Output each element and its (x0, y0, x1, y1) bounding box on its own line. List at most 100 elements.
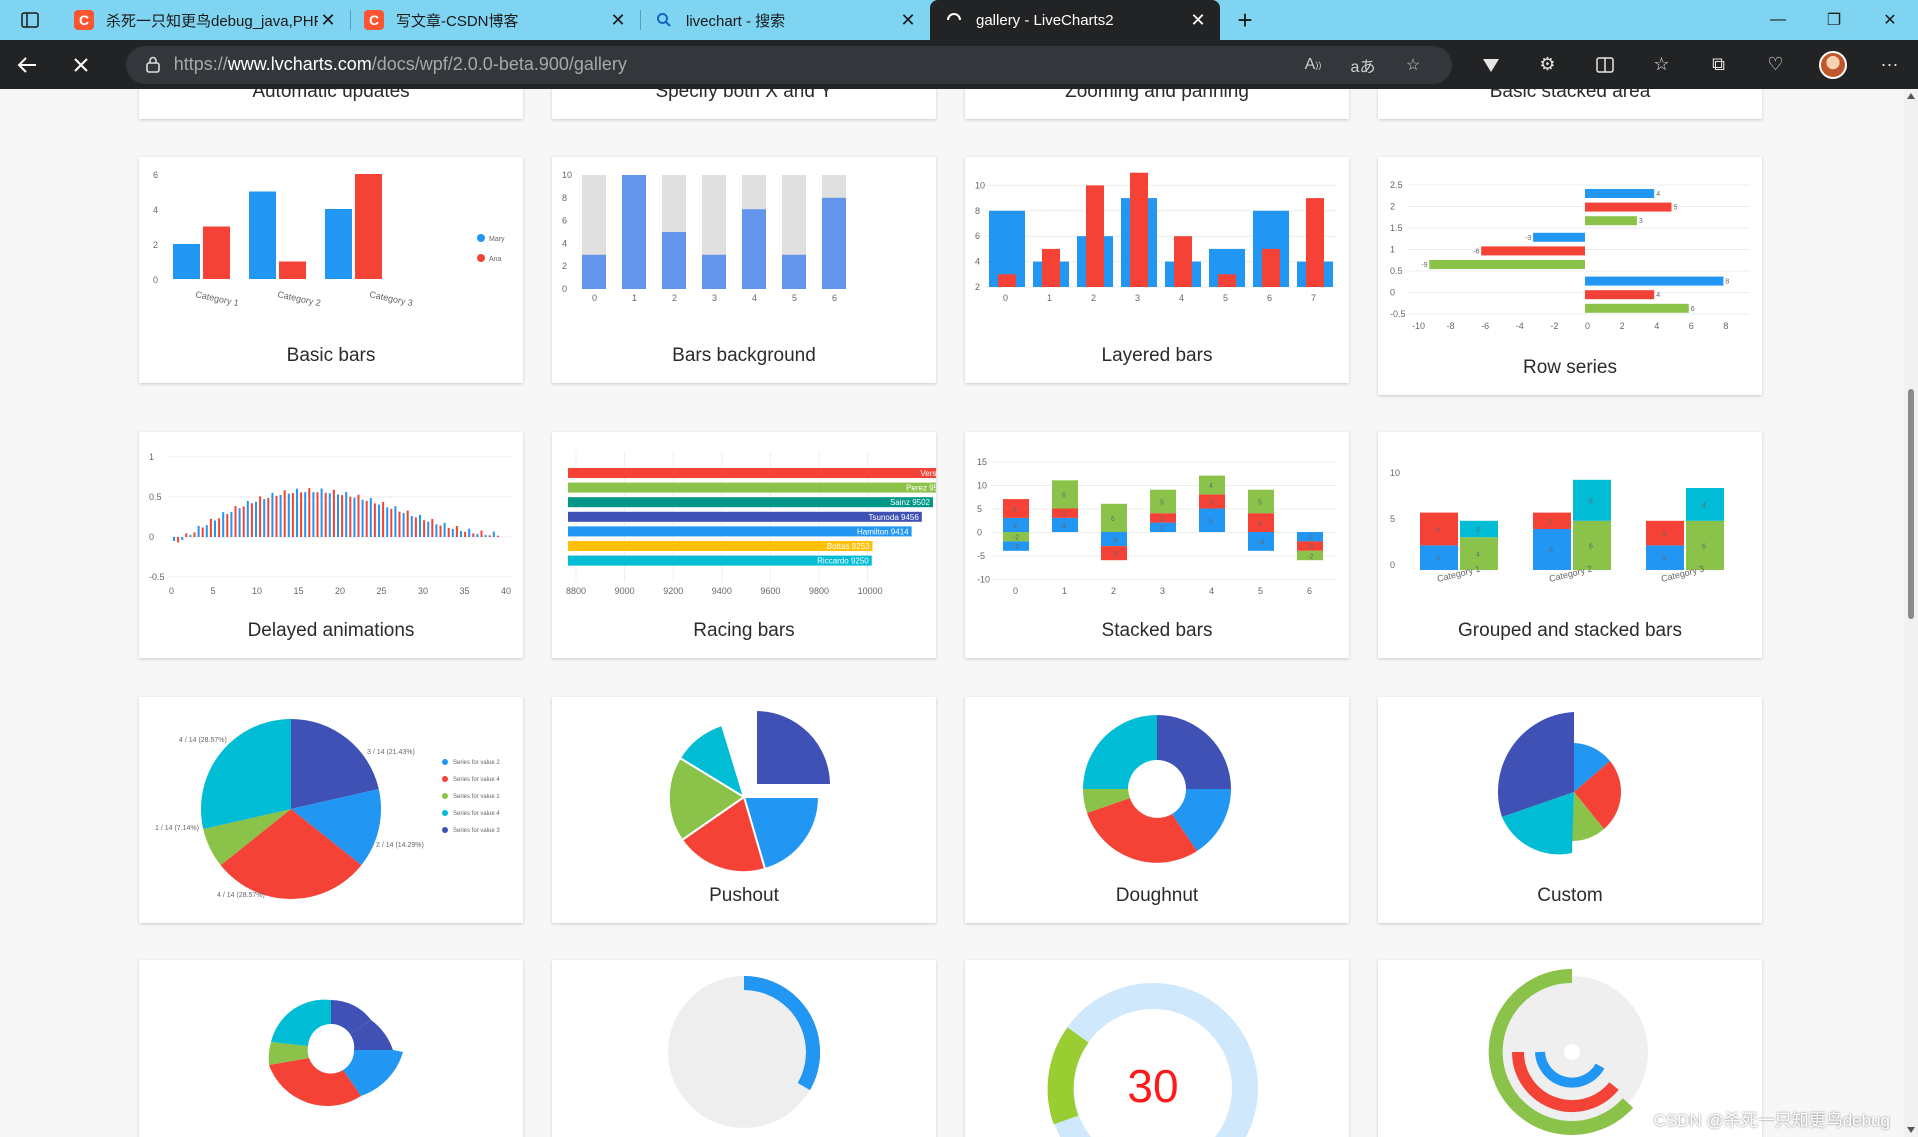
tick-label: 20 (335, 586, 345, 596)
tab-gallery[interactable]: gallery - LiveCharts2 ✕ (930, 0, 1220, 40)
extension-v-icon[interactable] (1462, 40, 1519, 89)
data-label: 3 (1013, 523, 1017, 530)
bar (353, 497, 356, 537)
bar-segment (1297, 541, 1323, 551)
bar (1130, 172, 1148, 287)
card-title: Row series (1523, 357, 1617, 378)
back-button[interactable] (0, 40, 54, 89)
gallery-card-gauge-arc[interactable] (552, 960, 936, 1137)
x-ticks: Category 1 Category 2 Category 3 (195, 289, 414, 308)
gallery-card-stacked-bars[interactable]: 15 10 5 0 -5 -10 -2 -2 3 4 0 3 2 6 1 -3 -3 6 2 2 2 5 3 5 3 4 4 -4 4… (965, 432, 1349, 658)
profile-button[interactable] (1804, 40, 1861, 89)
bar (414, 517, 417, 537)
gallery-card-custom[interactable]: Custom (1378, 697, 1762, 923)
stop-loading-button[interactable] (54, 40, 108, 89)
favorites-icon[interactable]: ☆ (1653, 54, 1670, 74)
gallery-card-delayed-animations[interactable]: 1 0.5 0 -0.5 0 5 10 15 20 25 30 35 40 Delayed animat… (139, 432, 523, 658)
gallery-card-pie-labels[interactable]: 4 / 14 (28.57%) 3 / 14 (21.43%) 1 / 14 (… (139, 697, 523, 923)
favorite-star-icon[interactable]: ☆ (1405, 56, 1421, 74)
gallery-card-racing-bars[interactable]: 8800 9000 9200 9400 9600 9800 10000 Verstapen … (552, 432, 936, 658)
bar (1585, 303, 1689, 313)
data-label: 6 (1111, 516, 1115, 523)
close-icon[interactable]: ✕ (1190, 10, 1206, 30)
minimize-button[interactable]: — (1770, 11, 1786, 28)
tab-search[interactable]: livechart - 搜索 ✕ (640, 0, 930, 40)
data-label: -6 (1473, 248, 1479, 255)
close-icon[interactable]: ✕ (900, 10, 916, 30)
tab-title: gallery - LiveCharts2 (976, 11, 1114, 29)
pie-slice (1574, 743, 1610, 792)
close-icon[interactable]: ✕ (610, 10, 626, 30)
bar (423, 520, 426, 537)
gallery-page: Automatic updates Specify both X and Y Z… (0, 89, 1904, 1137)
data-label: Sainz 9502 (890, 498, 931, 507)
collections-icon[interactable]: ⧉ (1712, 54, 1725, 74)
tick-label: -6 (1481, 321, 1489, 331)
gallery-card-layered-bars[interactable]: 2 4 6 8 10 0 1 2 3 4 5 6 7 Layered bars (965, 157, 1349, 383)
more-menu-icon[interactable]: ··· (1880, 54, 1899, 74)
gallery-card-radial-bars[interactable] (1378, 960, 1762, 1137)
bar (1306, 198, 1324, 287)
tab-csdn-write[interactable]: C 写文章-CSDN博客 ✕ (350, 0, 640, 40)
tick-label: 1 (632, 293, 637, 303)
gallery-card[interactable]: Basic stacked area (1378, 89, 1762, 119)
tick-label: 0 (149, 532, 154, 542)
data-label: 4 (1476, 552, 1480, 559)
bar (283, 490, 286, 537)
scroll-down-icon[interactable] (1907, 1127, 1915, 1133)
vertical-scrollbar[interactable] (1904, 89, 1918, 1137)
gallery-card-bars-background[interactable]: 0 2 4 6 8 10 0 1 2 3 4 5 6 Bars background (552, 157, 936, 383)
tick-label: 4 (1654, 321, 1659, 331)
close-window-button[interactable]: ✕ (1883, 12, 1897, 29)
new-tab-button[interactable]: + (1220, 0, 1270, 40)
bar (782, 254, 806, 289)
data-label: 3 (1662, 531, 1666, 538)
scrollbar-thumb[interactable] (1908, 389, 1914, 619)
tick-label: 0 (592, 293, 597, 303)
gallery-card-nested-doughnut[interactable] (139, 960, 523, 1137)
loading-icon (944, 10, 964, 30)
read-aloud-icon[interactable]: A)) (1304, 55, 1322, 73)
gallery-card-doughnut[interactable]: Doughnut (965, 697, 1349, 923)
tick-label: Category 1 (195, 289, 240, 308)
performance-icon[interactable]: ♡ (1767, 54, 1784, 74)
scroll-up-icon[interactable] (1907, 93, 1915, 99)
tick-label: 5 (1223, 293, 1228, 303)
gallery-card-row-series[interactable]: 2.5 2 1.5 1 0.5 0 -0.5 -10 -8 -6 -4 -2 0 2 4 6 8 4 5 3 -3 -6… (1378, 157, 1762, 395)
data-label: Hamilton 9414 (857, 527, 909, 536)
bar (296, 488, 298, 537)
bar (989, 210, 1025, 287)
close-icon[interactable]: ✕ (320, 10, 336, 30)
tick-label: 10 (1390, 468, 1400, 478)
bar (312, 492, 315, 537)
gallery-card[interactable]: Automatic updates (139, 89, 523, 119)
gallery-card[interactable]: Specify both X and Y (552, 89, 936, 119)
tab-actions-button[interactable] (0, 0, 60, 40)
tab-csdn-profile[interactable]: C 杀死一只知更鸟debug_java,PHP ✕ (60, 0, 350, 40)
gallery-card[interactable]: Zooming and panning (965, 89, 1349, 119)
tick-label: 9600 (760, 586, 780, 596)
split-screen-icon[interactable] (1576, 40, 1633, 89)
gauge-value-chart: 30 (1047, 983, 1258, 1137)
tick-label: 6 (975, 231, 980, 241)
tick-label: 1.5 (1390, 223, 1403, 233)
tick-label: -0.5 (149, 572, 165, 582)
tick-label: 2 (562, 261, 567, 271)
data-label: 4 (1436, 527, 1440, 534)
extensions-icon[interactable]: ⚙ (1539, 54, 1556, 74)
bar (189, 534, 192, 537)
watermark: CSDN @杀死一只知更鸟debug (1653, 1111, 1890, 1130)
data-label: 5 (1674, 205, 1678, 212)
translate-icon[interactable]: aあ (1350, 58, 1376, 76)
gallery-card-basic-bars[interactable]: 0 2 4 6 Category 1 Category 2 Category 3… (139, 157, 523, 383)
restore-button[interactable]: ❐ (1826, 12, 1842, 29)
bar (568, 482, 936, 493)
gallery-card-pushout[interactable]: Pushout (552, 697, 936, 923)
row-series-chart: 2.5 2 1.5 1 0.5 0 -0.5 -10 -8 -6 -4 -2 0 2 4 6 8 4 5 3 -3 -6… (1390, 180, 1750, 331)
bar-segment (1248, 532, 1274, 551)
legend-label: Series for value 4 (453, 811, 500, 817)
bar (435, 524, 438, 537)
address-bar[interactable]: https://www.lvcharts.com/docs/wpf/2.0.0-… (125, 45, 1452, 84)
gallery-card-gauge-value[interactable]: 30 (965, 960, 1349, 1137)
